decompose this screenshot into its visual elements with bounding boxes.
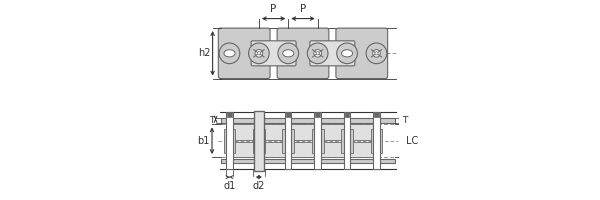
- Circle shape: [257, 52, 260, 55]
- Bar: [285, 112, 292, 169]
- Text: d1: d1: [223, 181, 236, 191]
- Bar: [350, 142, 373, 157]
- Bar: [233, 142, 256, 157]
- Circle shape: [255, 50, 263, 57]
- Bar: [262, 142, 285, 157]
- Bar: [373, 112, 380, 169]
- Text: T: T: [209, 116, 214, 125]
- Bar: [253, 129, 265, 153]
- Circle shape: [316, 52, 319, 55]
- Circle shape: [373, 50, 380, 57]
- Bar: [345, 112, 349, 117]
- Bar: [321, 124, 344, 140]
- Bar: [254, 111, 263, 171]
- Circle shape: [316, 52, 319, 55]
- Bar: [257, 112, 261, 117]
- Bar: [314, 112, 321, 169]
- Bar: [233, 124, 256, 140]
- FancyBboxPatch shape: [251, 41, 296, 66]
- Bar: [350, 124, 373, 140]
- FancyBboxPatch shape: [336, 28, 388, 79]
- Bar: [371, 129, 382, 153]
- Bar: [221, 118, 395, 123]
- Bar: [316, 112, 320, 117]
- Text: T: T: [402, 116, 407, 125]
- Bar: [224, 129, 235, 153]
- Text: h2: h2: [198, 48, 210, 58]
- Bar: [344, 112, 350, 169]
- FancyBboxPatch shape: [277, 28, 329, 79]
- Circle shape: [375, 52, 378, 55]
- Bar: [283, 129, 294, 153]
- FancyBboxPatch shape: [310, 41, 355, 66]
- Bar: [286, 112, 290, 117]
- Bar: [226, 112, 233, 169]
- Ellipse shape: [283, 50, 294, 57]
- Text: b1: b1: [197, 136, 209, 146]
- Text: P: P: [271, 4, 277, 14]
- Bar: [341, 129, 353, 153]
- Bar: [312, 129, 323, 153]
- Circle shape: [248, 43, 269, 64]
- Bar: [321, 142, 344, 157]
- Bar: [227, 112, 232, 117]
- Circle shape: [314, 50, 322, 57]
- Text: d2: d2: [253, 181, 265, 191]
- Circle shape: [375, 52, 378, 55]
- Bar: [374, 112, 379, 117]
- Circle shape: [219, 43, 240, 64]
- Bar: [221, 159, 395, 163]
- Circle shape: [278, 43, 299, 64]
- Bar: [262, 124, 285, 140]
- Bar: [256, 112, 262, 169]
- Circle shape: [307, 43, 328, 64]
- Text: P: P: [300, 4, 306, 14]
- Text: LC: LC: [406, 136, 419, 146]
- Ellipse shape: [341, 50, 353, 57]
- FancyBboxPatch shape: [218, 28, 270, 79]
- Circle shape: [337, 43, 358, 64]
- Bar: [292, 142, 314, 157]
- Circle shape: [366, 43, 387, 64]
- Bar: [292, 124, 314, 140]
- Circle shape: [257, 52, 260, 55]
- Ellipse shape: [224, 50, 235, 57]
